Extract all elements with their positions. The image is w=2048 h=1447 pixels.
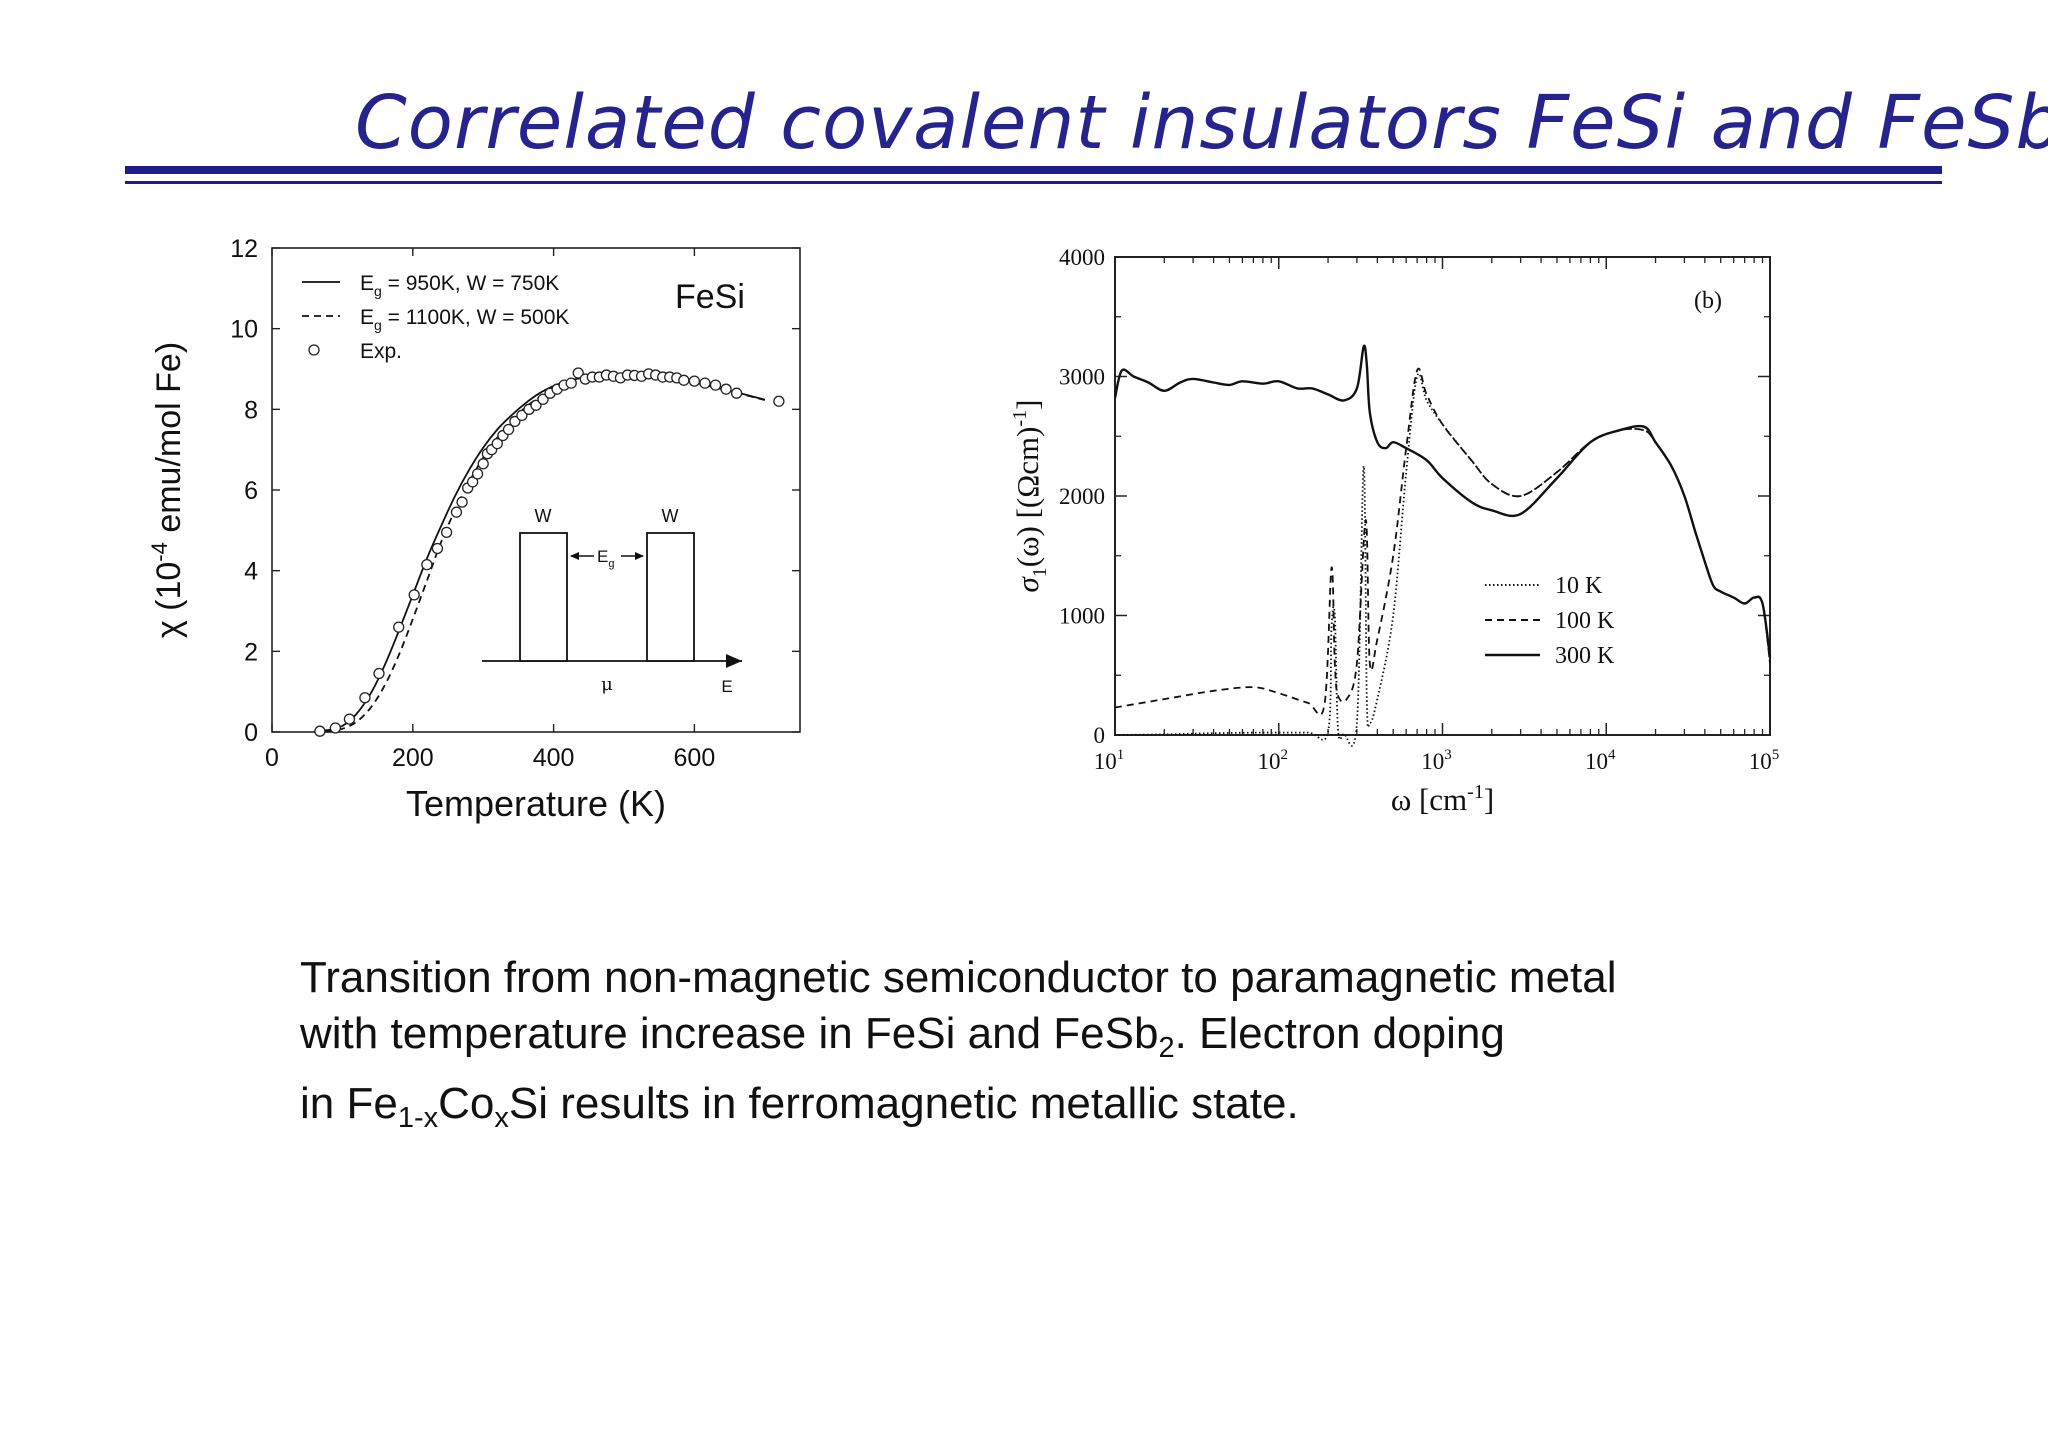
legend-text: Eg = 1100K, W = 500K [360, 306, 569, 333]
slide-title: Correlated covalent insulators FeSi and … [355, 80, 2048, 168]
experimental-point [393, 621, 405, 633]
title-main-text: Correlated covalent insulators FeSi and … [355, 80, 2048, 166]
experimental-point [678, 374, 690, 386]
lower-band-box [519, 532, 568, 662]
gap-arrowhead-left [570, 552, 579, 560]
y-tick-label: 6 [244, 477, 258, 505]
experimental-point [466, 476, 479, 488]
x-tick-label: 104 [1585, 747, 1616, 774]
energy-axis-arrowhead [726, 654, 742, 668]
experimental-point [572, 367, 584, 379]
band-width-label: W [535, 506, 552, 526]
y-tick-label: 2 [244, 638, 258, 666]
body-line-1: Transition from non-magnetic semiconduct… [300, 953, 1617, 1002]
y-tick-label: 10 [230, 316, 258, 344]
y-tick-label: 2000 [1059, 484, 1105, 509]
legend-marker-circle [308, 344, 320, 356]
y-tick-label: 0 [1094, 723, 1106, 748]
legend-text: 100 K [1555, 608, 1615, 634]
chemical-potential-label: μ [601, 674, 613, 695]
legend-text: Exp. [360, 340, 402, 363]
experimental-point [720, 383, 732, 395]
experimental-point [456, 496, 468, 508]
experimental-point [709, 379, 722, 391]
y-tick-label: 4000 [1059, 245, 1105, 270]
experimental-point [688, 375, 701, 387]
experimental-point [537, 393, 549, 405]
experimental-point [491, 437, 503, 450]
experimental-point [502, 423, 515, 436]
body-line-3: in Fe1-xCoxSi results in ferromagnetic m… [300, 1079, 1299, 1134]
experimental-point [730, 387, 743, 399]
x-tick-label: 101 [1094, 747, 1125, 774]
experimental-point [359, 692, 371, 704]
x-tick-label: 600 [674, 744, 716, 772]
experimental-point [343, 713, 356, 725]
experimental-point [699, 377, 711, 389]
experimental-point [530, 399, 542, 411]
y-tick-label: 12 [230, 235, 258, 263]
series-line-dashed [1114, 367, 1771, 716]
experimental-point [314, 725, 326, 737]
experimental-point [516, 409, 528, 422]
upper-band-box [646, 532, 695, 662]
experimental-point [431, 542, 444, 555]
y-tick-label: 1000 [1059, 604, 1105, 629]
body-text: Transition from non-magnetic semiconduct… [300, 950, 1800, 1146]
susceptibility-chart: 0 200 400 600 0 2 4 6 8 10 12 Temperature (K) χ (10-… [147, 235, 801, 824]
y-tick-label: 0 [244, 719, 258, 747]
x-tick-label: 102 [1258, 747, 1289, 774]
title-rule-thick [125, 166, 1942, 174]
legend-text: Eg = 950K, W = 750K [360, 272, 559, 299]
x-tick-label: 103 [1421, 747, 1452, 774]
plot-frame [1114, 256, 1771, 736]
y-axis-label: σ1(ω) [(Ωcm)-1] [1009, 400, 1051, 593]
band-width-label: W [662, 506, 679, 526]
experimental-point [440, 526, 453, 539]
y-tick-label: 4 [244, 558, 258, 586]
x-tick-label: 105 [1749, 747, 1780, 774]
x-axis-label: ω [cm-1] [1391, 781, 1494, 817]
panel-label: (b) [1694, 288, 1722, 314]
energy-label: E [721, 677, 732, 696]
experimental-point [471, 468, 484, 480]
title-rule-thin [125, 181, 1942, 184]
material-label: FeSi [675, 278, 745, 316]
experimental-point [477, 458, 489, 470]
x-tick-label: 0 [265, 744, 279, 772]
experimental-point [773, 395, 785, 407]
x-axis-label: Temperature (K) [406, 783, 666, 824]
experimental-point [329, 722, 342, 734]
experimental-point [565, 377, 577, 389]
gap-label: Eg [597, 547, 614, 570]
y-tick-label: 3000 [1059, 365, 1105, 390]
experimental-point [421, 558, 433, 571]
x-tick-label: 200 [392, 744, 434, 772]
optical-conductivity-chart: 101 102 103 104 105 0 1000 2000 3000 4000 ω [cm-1]… [1009, 245, 1780, 817]
y-axis-label: χ (10-4 emu/mol Fe) [147, 342, 188, 638]
x-tick-label: 400 [533, 744, 575, 772]
legend-text: 300 K [1555, 643, 1615, 669]
experimental-point [509, 415, 521, 428]
experimental-point [373, 667, 385, 680]
series-line-solid [1113, 344, 1772, 658]
experimental-point [450, 506, 463, 518]
body-line-2: with temperature increase in FeSi and Fe… [300, 1009, 1505, 1064]
gap-arrowhead-right [635, 552, 644, 560]
legend-text: 10 K [1555, 573, 1603, 599]
experimental-point [408, 589, 420, 601]
y-tick-label: 8 [244, 396, 258, 424]
